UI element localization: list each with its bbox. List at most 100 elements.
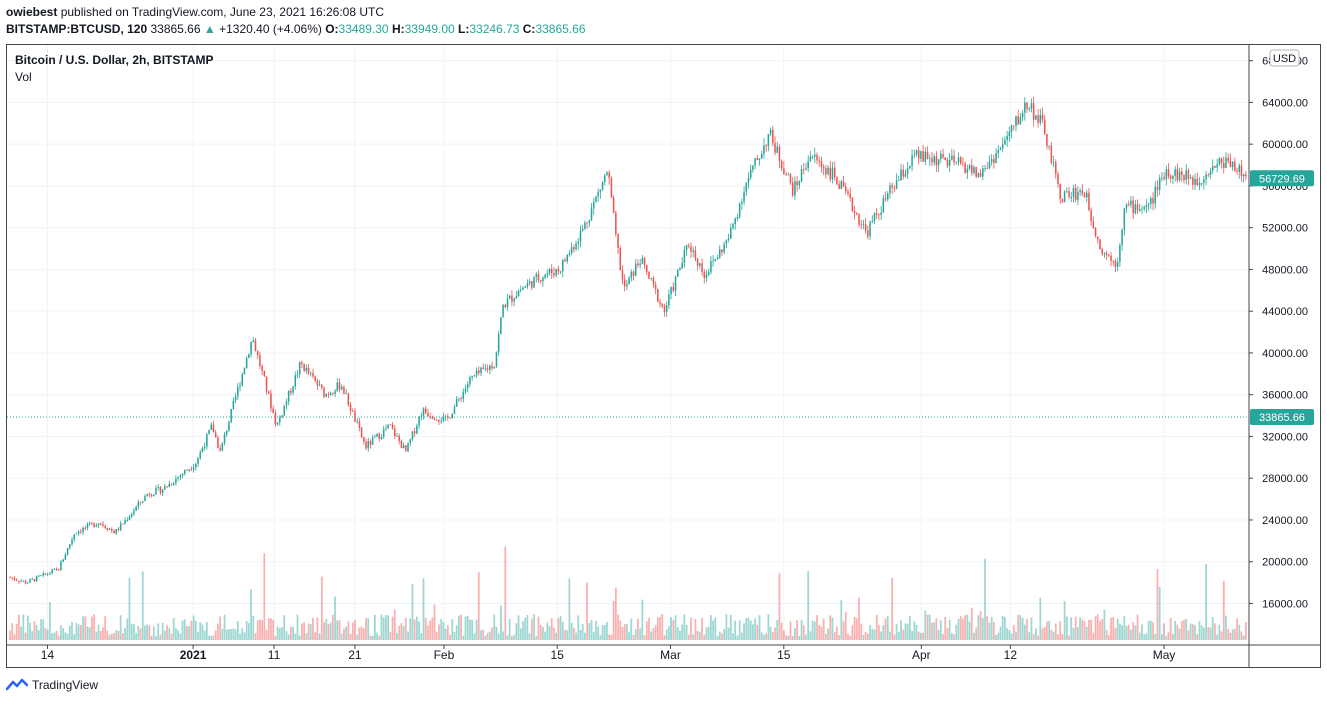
candle-body (1161, 177, 1163, 179)
candle-body (1200, 182, 1203, 184)
volume-bar (858, 597, 860, 640)
candle-body (354, 411, 356, 422)
candle-body (1094, 228, 1097, 237)
candle-body (329, 393, 332, 395)
close-value: 33865.66 (535, 22, 586, 36)
volume-bar (623, 623, 626, 640)
candle-body (714, 259, 717, 261)
candle-body (99, 523, 102, 525)
candle-body (692, 250, 694, 252)
volume-bar (499, 605, 502, 640)
candle-body (183, 469, 186, 474)
volume-bar (816, 615, 818, 640)
candle-body (365, 441, 367, 449)
volume-bar (234, 629, 237, 640)
candle-body (296, 374, 299, 376)
candle-body (137, 502, 140, 507)
candle-body (1185, 170, 1187, 181)
volume-bar (882, 625, 885, 640)
volume-bar (508, 619, 511, 640)
candle-body (895, 180, 898, 189)
volume-bar (15, 623, 18, 640)
volume-bar (752, 624, 754, 640)
volume-bar (1236, 618, 1238, 640)
volume-bar (1008, 630, 1011, 640)
candle-body (979, 173, 982, 177)
volume-bar (186, 626, 188, 640)
volume-bar (944, 616, 947, 640)
author-name[interactable]: owiebest (6, 5, 58, 19)
candle-body (659, 301, 661, 304)
volume-bar (701, 617, 703, 640)
candle-body (135, 506, 137, 511)
currency-badge[interactable]: USD (1269, 49, 1300, 67)
candle-body (343, 386, 345, 394)
candle-body (588, 220, 591, 223)
up-arrow-icon: ▲ (203, 22, 216, 36)
volume-bar (71, 621, 73, 640)
volume-bar (1225, 615, 1227, 640)
volume-bar (544, 631, 546, 640)
chart-frame[interactable] (6, 44, 1321, 668)
candle-body (641, 258, 644, 264)
candle-body (161, 489, 164, 493)
candle-body (1147, 203, 1150, 205)
candle-body (62, 559, 64, 562)
candle-body (18, 580, 20, 582)
volume-bar (811, 620, 814, 640)
candle-body (840, 181, 843, 189)
volume-bar (418, 621, 420, 640)
candle-body (860, 224, 863, 226)
volume-bar (460, 614, 462, 640)
ohlc-bar: BITSTAMP:BTCUSD, 120 33865.66 ▲ +1320.40… (6, 22, 586, 36)
candle-body (86, 524, 89, 528)
price-axis[interactable]: 68000.0064000.0060000.0056000.0052000.00… (1248, 45, 1308, 667)
candle-body (203, 446, 206, 449)
volume-bar (99, 630, 102, 640)
volume-bar (937, 629, 940, 640)
volume-bar (55, 630, 58, 640)
candle-body (458, 398, 460, 400)
volume-bar (225, 629, 228, 640)
candle-body (833, 167, 836, 177)
candle-body (318, 384, 321, 386)
candle-body (325, 394, 328, 397)
volume-layer (9, 546, 1247, 640)
candle-body (305, 367, 308, 371)
high-price-marker: 56729.69 (1250, 170, 1314, 187)
candle-body (539, 279, 542, 282)
candle-body (546, 273, 549, 276)
volume-bar (1191, 624, 1194, 640)
candle-body (438, 420, 440, 422)
candle-body (422, 408, 425, 416)
volume-bar (378, 635, 381, 640)
candle-body (411, 431, 414, 440)
volume-bar (1063, 601, 1066, 640)
tradingview-footer[interactable]: TradingView (6, 678, 98, 692)
volume-bar (349, 634, 352, 640)
candle-body (1163, 177, 1165, 180)
volume-bar (913, 621, 916, 640)
volume-bar (922, 632, 925, 640)
candle-body (35, 576, 38, 582)
candle-body (1211, 165, 1214, 171)
candle-body (380, 436, 383, 439)
volume-bar (575, 632, 577, 640)
volume-bar (141, 571, 144, 640)
candle-body (913, 154, 916, 156)
candle-body (1097, 236, 1099, 240)
candle-body (851, 197, 854, 212)
volume-bar (294, 633, 297, 640)
candle-body (643, 258, 646, 266)
candle-body (909, 165, 911, 169)
volume-bar (108, 634, 111, 640)
candle-body (1108, 255, 1110, 256)
volume-bar (1026, 618, 1028, 640)
candle-body (1054, 162, 1057, 174)
time-axis[interactable]: 14 2021 11 21 Feb 15 Mar 15 Apr 12 May (7, 644, 1320, 662)
volume-bar (626, 624, 628, 640)
candle-body (1043, 119, 1046, 134)
volume-bar (336, 620, 339, 640)
volume-bar (144, 625, 146, 640)
